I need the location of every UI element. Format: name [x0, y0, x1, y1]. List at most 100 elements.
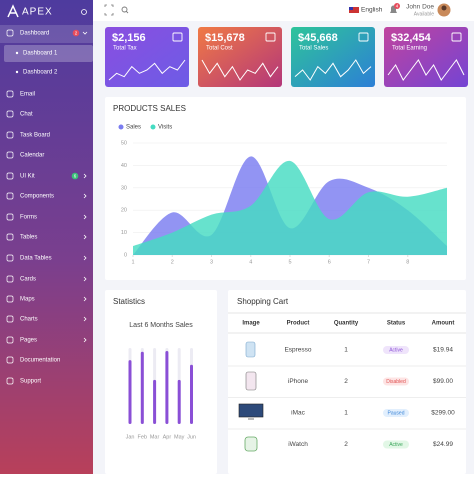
- y-tick-label: 0: [124, 252, 127, 258]
- sparkline: [387, 59, 465, 81]
- nav-label[interactable]: Components: [20, 194, 54, 200]
- amount: $24.99: [433, 441, 453, 448]
- legend-label[interactable]: Sales: [126, 125, 141, 131]
- fullscreen-icon[interactable]: [104, 4, 114, 16]
- status-pill: [383, 440, 409, 449]
- amount: $99.00: [433, 378, 453, 385]
- chevron: [83, 173, 87, 179]
- language[interactable]: English: [361, 7, 383, 14]
- active-item: [4, 45, 93, 62]
- quantity: 2: [344, 441, 348, 448]
- stat-icon: [265, 32, 276, 42]
- sparkline: [294, 59, 372, 81]
- stat-icon: [358, 32, 369, 42]
- x-tick-label: May: [174, 434, 185, 440]
- nav-label[interactable]: Maps: [20, 297, 35, 303]
- stat-label: Total Tax: [113, 46, 137, 52]
- bar: [190, 364, 193, 424]
- nav-icon: [6, 29, 14, 37]
- nav-label[interactable]: Dashboard: [20, 31, 49, 37]
- stat-icon: [172, 32, 183, 42]
- nav-icon: [6, 254, 14, 262]
- area-series: [133, 160, 447, 255]
- x-tick-label: Feb: [138, 434, 147, 440]
- sparkline: [108, 59, 186, 81]
- nav-label[interactable]: Pages: [20, 338, 37, 344]
- nav-label[interactable]: Dashboard 1: [23, 51, 58, 57]
- nav-icon: [6, 356, 14, 364]
- x-tick-label: 8: [406, 259, 409, 265]
- nav-icon: [6, 233, 14, 241]
- legend-label[interactable]: Visits: [158, 125, 172, 131]
- bar: [128, 360, 132, 424]
- stat-card: [291, 27, 375, 87]
- toggle[interactable]: [81, 9, 87, 15]
- nav-label[interactable]: Documentation: [20, 358, 60, 364]
- status-pill: [383, 409, 409, 417]
- topbar: [93, 0, 474, 21]
- quantity: 1: [344, 347, 348, 354]
- y-tick-label: 20: [121, 208, 127, 214]
- status-pill: [383, 377, 409, 386]
- stat-value: $15,678: [205, 32, 245, 44]
- bullet: [15, 51, 19, 55]
- status-pill: [383, 346, 409, 354]
- nav-label[interactable]: Calendar: [20, 153, 44, 159]
- amount: $299.00: [431, 410, 455, 417]
- sparkline: [201, 59, 279, 81]
- chart-subtitle: Last 6 Months Sales: [129, 322, 193, 329]
- nav-label[interactable]: Data Tables: [20, 256, 52, 262]
- table-header: Status: [387, 321, 406, 327]
- nav-icon: [6, 377, 14, 385]
- x-tick-label: 4: [249, 259, 252, 265]
- nav-label[interactable]: Charts: [20, 317, 38, 323]
- flag: [349, 7, 353, 10]
- iphone-image: [245, 371, 257, 391]
- stat-label: Total Earning: [392, 46, 427, 52]
- espresso-image: [245, 341, 256, 358]
- nav-badge-count: 6: [74, 173, 77, 178]
- x-tick-label: 7: [367, 259, 370, 265]
- bar: [140, 351, 144, 424]
- nav-label[interactable]: Support: [20, 379, 41, 385]
- chevron: [83, 234, 87, 240]
- nav-label[interactable]: Dashboard 2: [23, 70, 58, 76]
- cart-title: Shopping Cart: [237, 297, 289, 306]
- imac-image: [238, 403, 264, 418]
- product-name: iMac: [291, 410, 305, 417]
- nav-icon: [6, 110, 14, 118]
- quantity: 1: [344, 410, 348, 417]
- statistics-card: [105, 290, 217, 474]
- nav-badge: [72, 29, 80, 37]
- chevron: [82, 31, 88, 35]
- stat-label: Total Cost: [206, 46, 233, 52]
- imac-image: [248, 417, 254, 420]
- status: Paused: [388, 410, 405, 416]
- y-tick-label: 40: [121, 163, 127, 169]
- cart-card: [228, 290, 466, 474]
- chevron: [83, 296, 87, 302]
- nav-icon: [6, 295, 14, 303]
- chart-title: Statistics: [113, 297, 145, 306]
- nav-label[interactable]: Forms: [20, 215, 37, 221]
- nav-label[interactable]: Chat: [20, 112, 33, 118]
- nav-icon: [6, 151, 14, 159]
- nav-label[interactable]: Cards: [20, 277, 36, 283]
- nav-label[interactable]: Task Board: [20, 133, 50, 139]
- x-tick-label: 5: [288, 259, 291, 265]
- stat-value: $45,668: [298, 32, 338, 44]
- flag: [349, 7, 359, 13]
- x-tick-label: 6: [328, 259, 331, 265]
- nav-label[interactable]: UI Kit: [20, 174, 35, 180]
- search-icon[interactable]: [121, 6, 128, 13]
- nav-label[interactable]: Email: [20, 92, 35, 98]
- notification-badge: [394, 3, 400, 9]
- nav-label[interactable]: Tables: [20, 235, 37, 241]
- y-tick-label: 30: [121, 185, 127, 191]
- y-tick-label: 50: [121, 140, 127, 146]
- legend-marker: [150, 124, 156, 130]
- stat-value: $32,454: [391, 32, 432, 44]
- stat-card: [105, 27, 189, 87]
- user-name[interactable]: John Doe: [406, 4, 434, 11]
